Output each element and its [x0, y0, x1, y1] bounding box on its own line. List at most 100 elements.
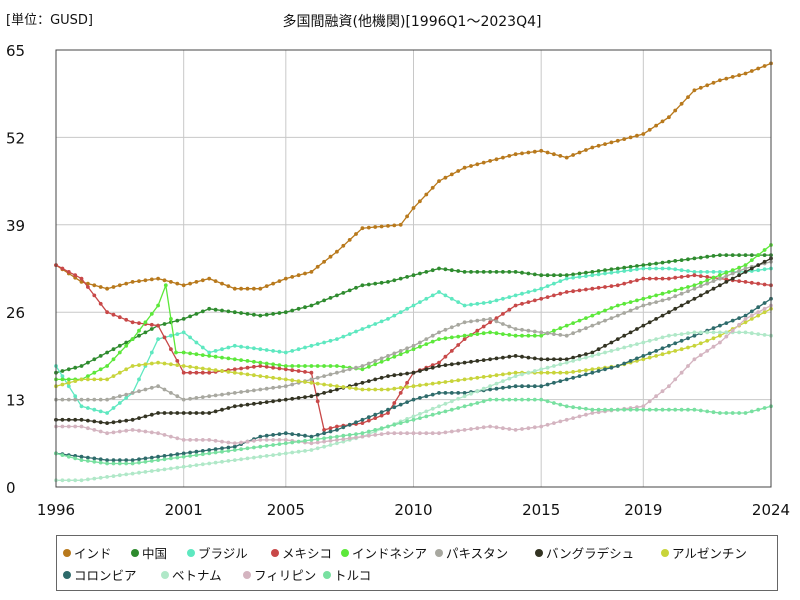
data-point [552, 273, 556, 278]
data-point [730, 75, 735, 79]
data-point [290, 440, 295, 445]
data-point [117, 401, 122, 405]
data-point [462, 428, 467, 432]
data-point [494, 397, 499, 402]
data-point [117, 315, 122, 320]
data-point [328, 383, 333, 388]
data-point [137, 428, 141, 433]
data-point [366, 282, 371, 287]
data-point [245, 345, 250, 350]
data-point [130, 320, 135, 325]
data-point [245, 365, 250, 370]
data-point [354, 365, 358, 370]
x-tick-label: 2019 [624, 501, 662, 519]
data-point [309, 377, 314, 382]
data-point [724, 334, 729, 339]
data-point [443, 391, 448, 395]
data-point [315, 301, 320, 305]
data-point [615, 364, 620, 368]
data-point [520, 354, 524, 359]
data-point [98, 301, 103, 306]
data-point [322, 374, 326, 378]
data-point [430, 412, 435, 417]
data-point [641, 132, 646, 136]
data-point [628, 268, 633, 273]
data-point [66, 417, 71, 422]
data-point [424, 337, 429, 341]
data-point [315, 342, 320, 346]
data-point [762, 310, 767, 315]
data-point [673, 294, 678, 299]
data-point [60, 478, 65, 483]
data-point [98, 457, 103, 462]
data-point [117, 283, 122, 288]
data-point [105, 350, 109, 355]
data-point [271, 365, 275, 370]
data-point [309, 448, 314, 452]
data-point [718, 323, 722, 328]
data-point [366, 433, 371, 438]
data-point [635, 264, 639, 268]
data-point [469, 402, 473, 407]
data-point [169, 411, 173, 415]
data-point [647, 276, 652, 281]
data-point [232, 310, 237, 315]
data-point [603, 407, 607, 412]
data-point [296, 369, 301, 373]
data-point [366, 324, 371, 329]
data-point [449, 399, 454, 404]
data-point [213, 409, 218, 414]
data-point [232, 458, 237, 462]
data-point [226, 459, 231, 463]
data-point [494, 319, 499, 324]
data-point [698, 85, 703, 90]
data-point [226, 345, 231, 350]
data-point [283, 441, 288, 446]
data-point [283, 397, 288, 402]
data-point [322, 439, 326, 444]
data-point [411, 414, 416, 419]
data-point [105, 475, 109, 479]
data-point [430, 381, 435, 386]
data-point [130, 458, 135, 462]
data-point [111, 420, 116, 425]
data-point [405, 419, 409, 424]
data-point [526, 328, 531, 333]
data-point [635, 342, 639, 346]
data-point [347, 332, 352, 336]
data-point [622, 269, 627, 273]
data-point [169, 434, 173, 439]
data-point [424, 192, 429, 197]
data-point [86, 459, 90, 463]
data-point [424, 270, 429, 274]
data-point [111, 357, 116, 362]
data-point [181, 438, 186, 442]
data-point [641, 263, 646, 267]
data-point [456, 361, 461, 366]
data-point [679, 303, 684, 308]
data-point [137, 389, 141, 394]
data-point [507, 397, 512, 402]
data-point [341, 369, 346, 373]
data-point [596, 269, 601, 273]
data-point [609, 270, 614, 275]
data-point [564, 404, 569, 409]
data-point [635, 298, 639, 303]
data-point [513, 327, 518, 331]
data-point [539, 424, 544, 429]
data-point [430, 293, 435, 298]
data-point [545, 273, 550, 278]
data-point [405, 371, 409, 376]
data-point [271, 453, 275, 457]
data-point [743, 330, 748, 335]
data-point [232, 404, 237, 409]
data-point [188, 314, 193, 319]
data-point [200, 438, 205, 442]
data-point [156, 323, 161, 328]
data-point [411, 343, 416, 348]
data-point [418, 383, 422, 388]
data-point [756, 253, 761, 257]
data-point [545, 370, 550, 375]
data-point [79, 404, 84, 409]
data-point [79, 377, 84, 382]
